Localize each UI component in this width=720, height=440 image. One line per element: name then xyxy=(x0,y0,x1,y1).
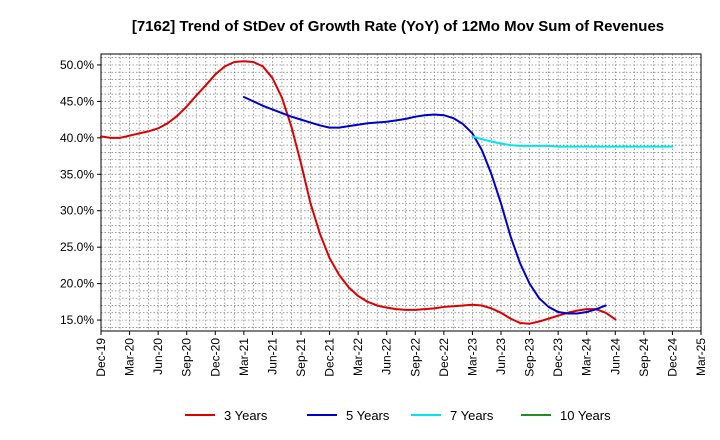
y-tick-label: 20.0% xyxy=(60,277,94,291)
chart-title: [7162] Trend of StDev of Growth Rate (Yo… xyxy=(132,18,664,35)
x-tick-label: Dec-21 xyxy=(323,338,337,377)
legend-label: 5 Years xyxy=(346,408,390,423)
x-tick-label: Jun-23 xyxy=(494,338,508,375)
x-tick-label: Sep-24 xyxy=(637,338,651,377)
legend: 3 Years 5 Years 7 Years 10 Years xyxy=(185,408,611,423)
y-tick-label: 30.0% xyxy=(60,204,94,218)
y-tick-label: 45.0% xyxy=(60,94,94,108)
x-tick-label: Mar-23 xyxy=(465,338,479,376)
y-tick-label: 40.0% xyxy=(60,131,94,145)
series xyxy=(100,60,674,325)
x-tick-label: Jun-21 xyxy=(265,338,279,375)
x-tick-label: Sep-22 xyxy=(408,338,422,377)
series-line-5-years xyxy=(242,96,607,315)
x-tick-label: Mar-25 xyxy=(694,338,708,376)
series-line-3-years xyxy=(100,60,617,325)
x-tick-label: Jun-20 xyxy=(151,338,165,375)
x-tick-label: Sep-23 xyxy=(523,338,537,377)
x-axis: Dec-19 Mar-20 Jun-20 Sep-20 Dec-20 Mar-21 Jun-… xyxy=(94,331,708,377)
series-line-7-years xyxy=(471,135,674,148)
x-tick-label: Dec-24 xyxy=(665,338,679,377)
y-axis: 15.0% 20.0% 25.0% 30.0% 35.0% 40.0% 45.0% 50.0% xyxy=(60,58,101,327)
y-tick-label: 50.0% xyxy=(60,58,94,72)
x-tick-label: Dec-23 xyxy=(551,338,565,377)
x-tick-label: Dec-19 xyxy=(94,338,108,377)
legend-label: 10 Years xyxy=(560,408,611,423)
x-tick-label: Mar-24 xyxy=(580,338,594,376)
legend-label: 3 Years xyxy=(224,408,268,423)
y-tick-label: 35.0% xyxy=(60,167,94,181)
legend-label: 7 Years xyxy=(450,408,494,423)
x-tick-label: Dec-20 xyxy=(208,338,222,377)
grid xyxy=(101,54,701,331)
x-tick-label: Jun-22 xyxy=(380,338,394,375)
x-tick-label: Sep-21 xyxy=(294,338,308,377)
x-tick-label: Sep-20 xyxy=(180,338,194,377)
x-tick-label: Mar-21 xyxy=(237,338,251,376)
x-tick-label: Mar-22 xyxy=(351,338,365,376)
x-tick-label: Mar-20 xyxy=(123,338,137,376)
x-tick-label: Dec-22 xyxy=(437,338,451,377)
x-tick-label: Jun-24 xyxy=(608,338,622,375)
y-tick-label: 25.0% xyxy=(60,240,94,254)
y-tick-label: 15.0% xyxy=(60,313,94,327)
plot-area xyxy=(100,53,702,332)
